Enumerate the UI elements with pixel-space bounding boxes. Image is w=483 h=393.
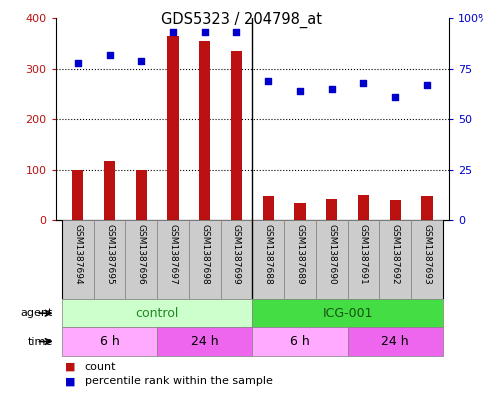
Text: GSM1387694: GSM1387694 [73,224,82,284]
Point [169,29,177,35]
Text: GSM1387690: GSM1387690 [327,224,336,285]
Text: GSM1387691: GSM1387691 [359,224,368,285]
Text: 6 h: 6 h [99,335,119,348]
Bar [316,220,348,299]
Bar [411,220,443,299]
Bar [157,327,253,356]
Text: GSM1387688: GSM1387688 [264,224,273,285]
Bar [390,200,401,220]
Point [106,51,114,58]
Point [360,80,368,86]
Text: GSM1387692: GSM1387692 [391,224,400,284]
Bar [168,36,179,220]
Point [201,29,209,35]
Text: ■: ■ [65,376,76,386]
Bar [284,220,316,299]
Point [264,78,272,84]
Text: count: count [85,362,116,372]
Point [233,29,241,35]
Point [74,59,82,66]
Text: GSM1387699: GSM1387699 [232,224,241,285]
Bar [263,196,274,220]
Bar [136,170,147,220]
Text: time: time [28,336,53,347]
Text: ■: ■ [65,362,76,372]
Point [328,86,336,92]
Text: 24 h: 24 h [382,335,409,348]
Point [296,88,304,94]
Bar [326,199,337,220]
Bar [104,161,115,220]
Bar [421,196,432,220]
Text: 24 h: 24 h [191,335,219,348]
Point [391,94,399,100]
Bar [221,220,253,299]
Text: GSM1387689: GSM1387689 [296,224,304,285]
Bar [379,220,411,299]
Bar [253,327,348,356]
Bar [94,220,126,299]
Bar [126,220,157,299]
Bar [199,41,210,220]
Text: GDS5323 / 204798_at: GDS5323 / 204798_at [161,12,322,28]
Text: GSM1387698: GSM1387698 [200,224,209,285]
Text: percentile rank within the sample: percentile rank within the sample [85,376,272,386]
Bar [358,195,369,220]
Text: GSM1387696: GSM1387696 [137,224,146,285]
Text: ICG-001: ICG-001 [322,307,373,320]
Bar [231,51,242,220]
Bar [253,220,284,299]
Bar [62,327,157,356]
Bar [62,299,253,327]
Text: GSM1387693: GSM1387693 [423,224,431,285]
Text: GSM1387695: GSM1387695 [105,224,114,285]
Bar [157,220,189,299]
Bar [62,220,94,299]
Point [423,82,431,88]
Bar [295,203,306,220]
Bar [72,170,84,220]
Bar [348,220,379,299]
Point [137,57,145,64]
Text: 6 h: 6 h [290,335,310,348]
Text: agent: agent [21,308,53,318]
Text: control: control [135,307,179,320]
Bar [348,327,443,356]
Bar [253,299,443,327]
Text: GSM1387697: GSM1387697 [169,224,178,285]
Bar [189,220,221,299]
